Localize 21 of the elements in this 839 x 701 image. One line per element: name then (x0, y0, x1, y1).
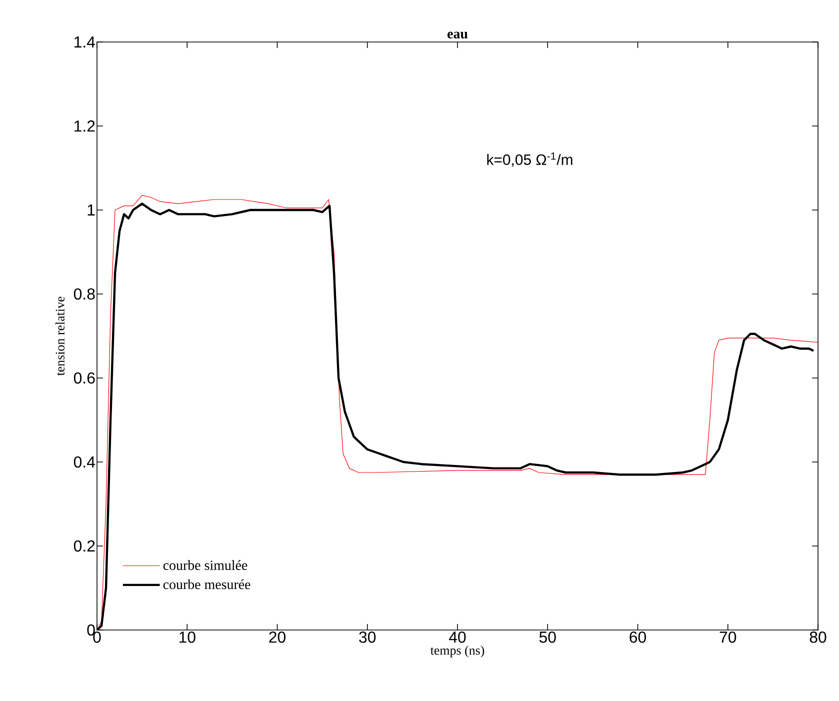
y-tick-label: 1 (88, 204, 95, 216)
x-tick-label: 10 (179, 632, 196, 643)
x-tick-label: 70 (720, 632, 736, 643)
x-tick-label: 60 (630, 632, 646, 643)
x-tick-label: 30 (359, 632, 376, 643)
y-tick-label: 0.2 (74, 540, 95, 552)
x-tick-label: 40 (448, 632, 466, 643)
legend-label: courbe simulée (163, 560, 248, 570)
y-tick-label: 1.2 (74, 120, 95, 132)
legend-label: courbe mesurée (163, 579, 250, 590)
x-axis-title: temps (ns) (430, 646, 484, 658)
chart-title: eau (448, 32, 468, 38)
y-tick-label: 0.8 (74, 288, 95, 300)
y-tick-label: 0.6 (74, 372, 95, 384)
y-axis-title: tension relative (55, 296, 64, 376)
x-tick-label: 20 (269, 632, 286, 643)
y-tick-label: 0.4 (74, 456, 96, 468)
annotation: k=0,05 Ω$^{-1}$/m (487, 152, 572, 167)
x-tick-label: 80 (810, 632, 826, 643)
x-tick-label: 50 (539, 632, 556, 643)
y-tick-label: 1.4 (74, 36, 96, 48)
